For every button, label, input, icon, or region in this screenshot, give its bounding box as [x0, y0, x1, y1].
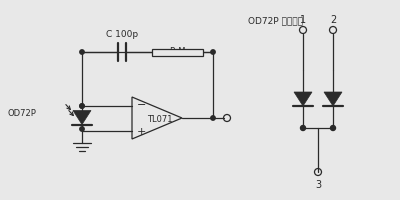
- Text: OD72P: OD72P: [8, 109, 37, 118]
- Polygon shape: [294, 92, 312, 106]
- FancyBboxPatch shape: [152, 48, 203, 55]
- Text: 1: 1: [300, 15, 306, 25]
- Text: R₁M: R₁M: [169, 46, 186, 55]
- Text: 3: 3: [315, 180, 321, 190]
- Text: C 100p: C 100p: [106, 30, 138, 39]
- Circle shape: [80, 104, 84, 108]
- Text: 2: 2: [330, 15, 336, 25]
- Circle shape: [300, 126, 306, 130]
- Text: +: +: [137, 127, 146, 137]
- Text: OD72P 管脚连接: OD72P 管脚连接: [248, 16, 303, 25]
- Circle shape: [330, 126, 336, 130]
- Circle shape: [211, 116, 215, 120]
- Circle shape: [80, 50, 84, 54]
- Text: −: −: [137, 100, 146, 110]
- Circle shape: [80, 127, 84, 131]
- Circle shape: [211, 50, 215, 54]
- Polygon shape: [324, 92, 342, 106]
- Circle shape: [80, 104, 84, 108]
- Polygon shape: [73, 110, 91, 124]
- Text: TL071: TL071: [147, 116, 173, 124]
